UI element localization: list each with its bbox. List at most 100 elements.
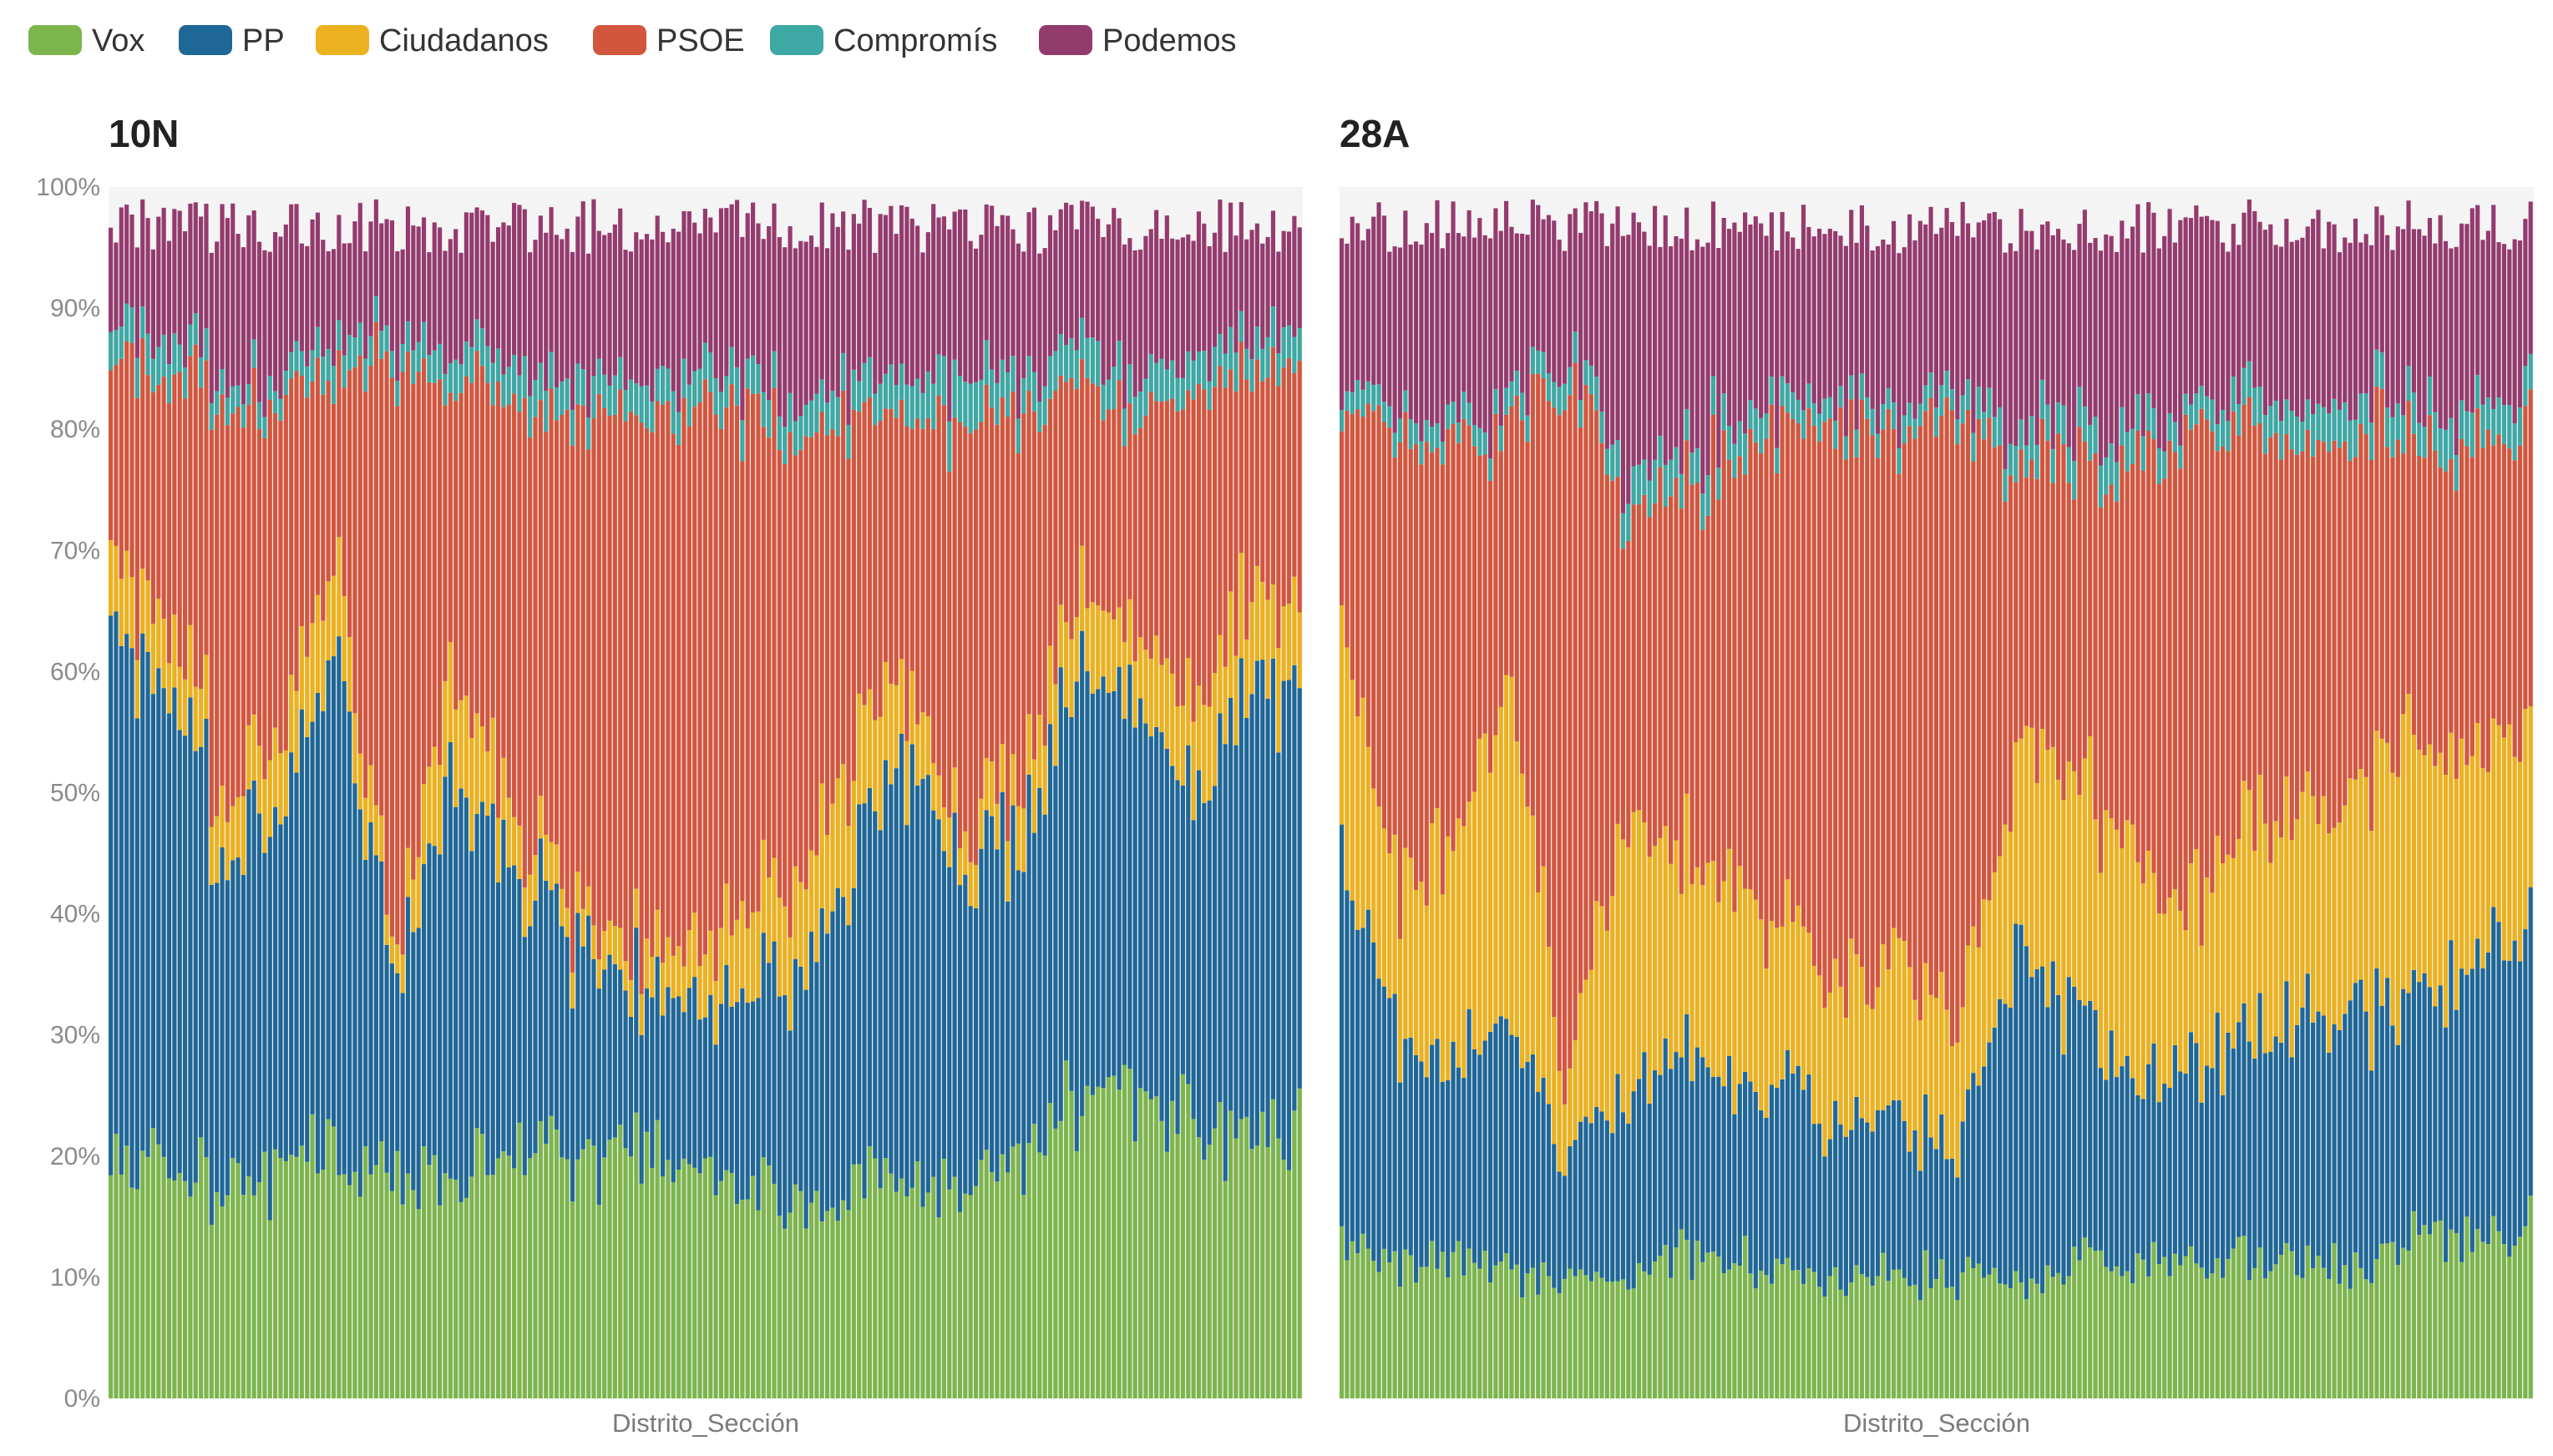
bar[interactable] bbox=[655, 215, 660, 1398]
bar[interactable] bbox=[1154, 210, 1159, 1398]
bar[interactable] bbox=[1557, 240, 1562, 1398]
bar[interactable] bbox=[2507, 249, 2512, 1398]
bar[interactable] bbox=[379, 223, 384, 1398]
bar[interactable] bbox=[1530, 200, 1535, 1398]
bar[interactable] bbox=[1791, 237, 1796, 1398]
bar[interactable] bbox=[2056, 229, 2061, 1398]
bar[interactable] bbox=[2316, 210, 2321, 1398]
bar[interactable] bbox=[1944, 208, 1949, 1398]
bar[interactable] bbox=[1982, 220, 1987, 1398]
bar[interactable] bbox=[2130, 226, 2135, 1398]
bar[interactable] bbox=[660, 231, 666, 1398]
bar[interactable] bbox=[724, 208, 729, 1398]
bar[interactable] bbox=[1381, 215, 1386, 1398]
bar[interactable] bbox=[644, 234, 650, 1398]
bar[interactable] bbox=[278, 236, 283, 1398]
bar[interactable] bbox=[405, 206, 411, 1398]
bar[interactable] bbox=[936, 217, 941, 1398]
bar[interactable] bbox=[2433, 243, 2438, 1398]
bar[interactable] bbox=[681, 210, 686, 1398]
bar[interactable] bbox=[2082, 210, 2087, 1398]
bar[interactable] bbox=[1743, 212, 1748, 1398]
bar[interactable] bbox=[1387, 251, 1392, 1398]
bar[interactable] bbox=[357, 203, 362, 1398]
bar[interactable] bbox=[2379, 215, 2384, 1398]
bar[interactable] bbox=[347, 243, 352, 1398]
bar[interactable] bbox=[1413, 241, 1419, 1398]
bar[interactable] bbox=[411, 225, 416, 1398]
bar[interactable] bbox=[1838, 235, 1843, 1398]
bar[interactable] bbox=[808, 235, 814, 1398]
bar[interactable] bbox=[1610, 223, 1615, 1398]
bar[interactable] bbox=[702, 209, 707, 1398]
bar[interactable] bbox=[920, 252, 925, 1398]
bar[interactable] bbox=[639, 239, 644, 1398]
bar[interactable] bbox=[2454, 246, 2459, 1398]
bar[interactable] bbox=[2210, 220, 2215, 1398]
bar[interactable] bbox=[522, 209, 527, 1398]
bar[interactable] bbox=[1265, 236, 1270, 1398]
bar[interactable] bbox=[1191, 240, 1196, 1398]
bar[interactable] bbox=[1498, 230, 1503, 1398]
bar[interactable] bbox=[2262, 230, 2268, 1398]
bar[interactable] bbox=[2512, 239, 2517, 1398]
legend-item-ciudadanos[interactable]: Ciudadanos bbox=[316, 23, 549, 58]
bar[interactable] bbox=[862, 200, 867, 1398]
bar[interactable] bbox=[230, 203, 236, 1398]
bar[interactable] bbox=[2385, 235, 2390, 1398]
bar[interactable] bbox=[2199, 216, 2204, 1398]
legend-item-pp[interactable]: PP bbox=[179, 23, 285, 58]
bar[interactable] bbox=[2406, 200, 2411, 1398]
bar[interactable] bbox=[342, 243, 347, 1398]
bar[interactable] bbox=[495, 227, 501, 1398]
bar[interactable] bbox=[1249, 230, 1254, 1398]
bar[interactable] bbox=[501, 222, 506, 1398]
bar[interactable] bbox=[2268, 224, 2273, 1398]
bar[interactable] bbox=[1466, 210, 1472, 1398]
bar[interactable] bbox=[1636, 222, 1642, 1398]
bar[interactable] bbox=[400, 249, 405, 1398]
bar[interactable] bbox=[1694, 239, 1699, 1398]
bar[interactable] bbox=[2029, 230, 2034, 1398]
bar[interactable] bbox=[215, 241, 220, 1398]
bar[interactable] bbox=[2284, 219, 2289, 1398]
bar[interactable] bbox=[1477, 218, 1482, 1398]
bar[interactable] bbox=[1026, 212, 1031, 1398]
bar[interactable] bbox=[756, 223, 761, 1398]
bar[interactable] bbox=[777, 237, 782, 1398]
bar[interactable] bbox=[803, 241, 808, 1398]
bar[interactable] bbox=[1276, 251, 1281, 1398]
bar[interactable] bbox=[363, 251, 368, 1398]
bar[interactable] bbox=[2491, 205, 2496, 1398]
bar[interactable] bbox=[1854, 242, 1859, 1398]
bar[interactable] bbox=[2172, 242, 2177, 1398]
bar[interactable] bbox=[1132, 250, 1137, 1398]
bar[interactable] bbox=[129, 215, 134, 1398]
bar[interactable] bbox=[2427, 218, 2433, 1398]
bar[interactable] bbox=[1037, 253, 1042, 1398]
bar[interactable] bbox=[1419, 244, 1424, 1398]
bar[interactable] bbox=[2469, 208, 2474, 1398]
bar[interactable] bbox=[2332, 224, 2337, 1398]
bar[interactable] bbox=[463, 212, 469, 1398]
bar[interactable] bbox=[1992, 211, 1997, 1398]
bar[interactable] bbox=[246, 215, 251, 1398]
bar[interactable] bbox=[2501, 244, 2507, 1398]
bar[interactable] bbox=[262, 250, 267, 1398]
bar[interactable] bbox=[352, 221, 357, 1398]
bar[interactable] bbox=[172, 209, 177, 1398]
bar[interactable] bbox=[814, 246, 819, 1398]
bar[interactable] bbox=[1679, 238, 1684, 1398]
legend-item-podemos[interactable]: Podemos bbox=[1039, 23, 1237, 58]
bar[interactable] bbox=[416, 226, 421, 1398]
bar[interactable] bbox=[1143, 235, 1148, 1398]
bar[interactable] bbox=[267, 251, 272, 1398]
bar[interactable] bbox=[2156, 248, 2161, 1398]
bar[interactable] bbox=[1949, 222, 1955, 1398]
bar[interactable] bbox=[1254, 223, 1259, 1398]
bar[interactable] bbox=[1796, 249, 1801, 1398]
bar[interactable] bbox=[331, 249, 337, 1398]
bar[interactable] bbox=[1148, 229, 1153, 1398]
bar[interactable] bbox=[1281, 230, 1286, 1398]
bar[interactable] bbox=[857, 223, 862, 1398]
